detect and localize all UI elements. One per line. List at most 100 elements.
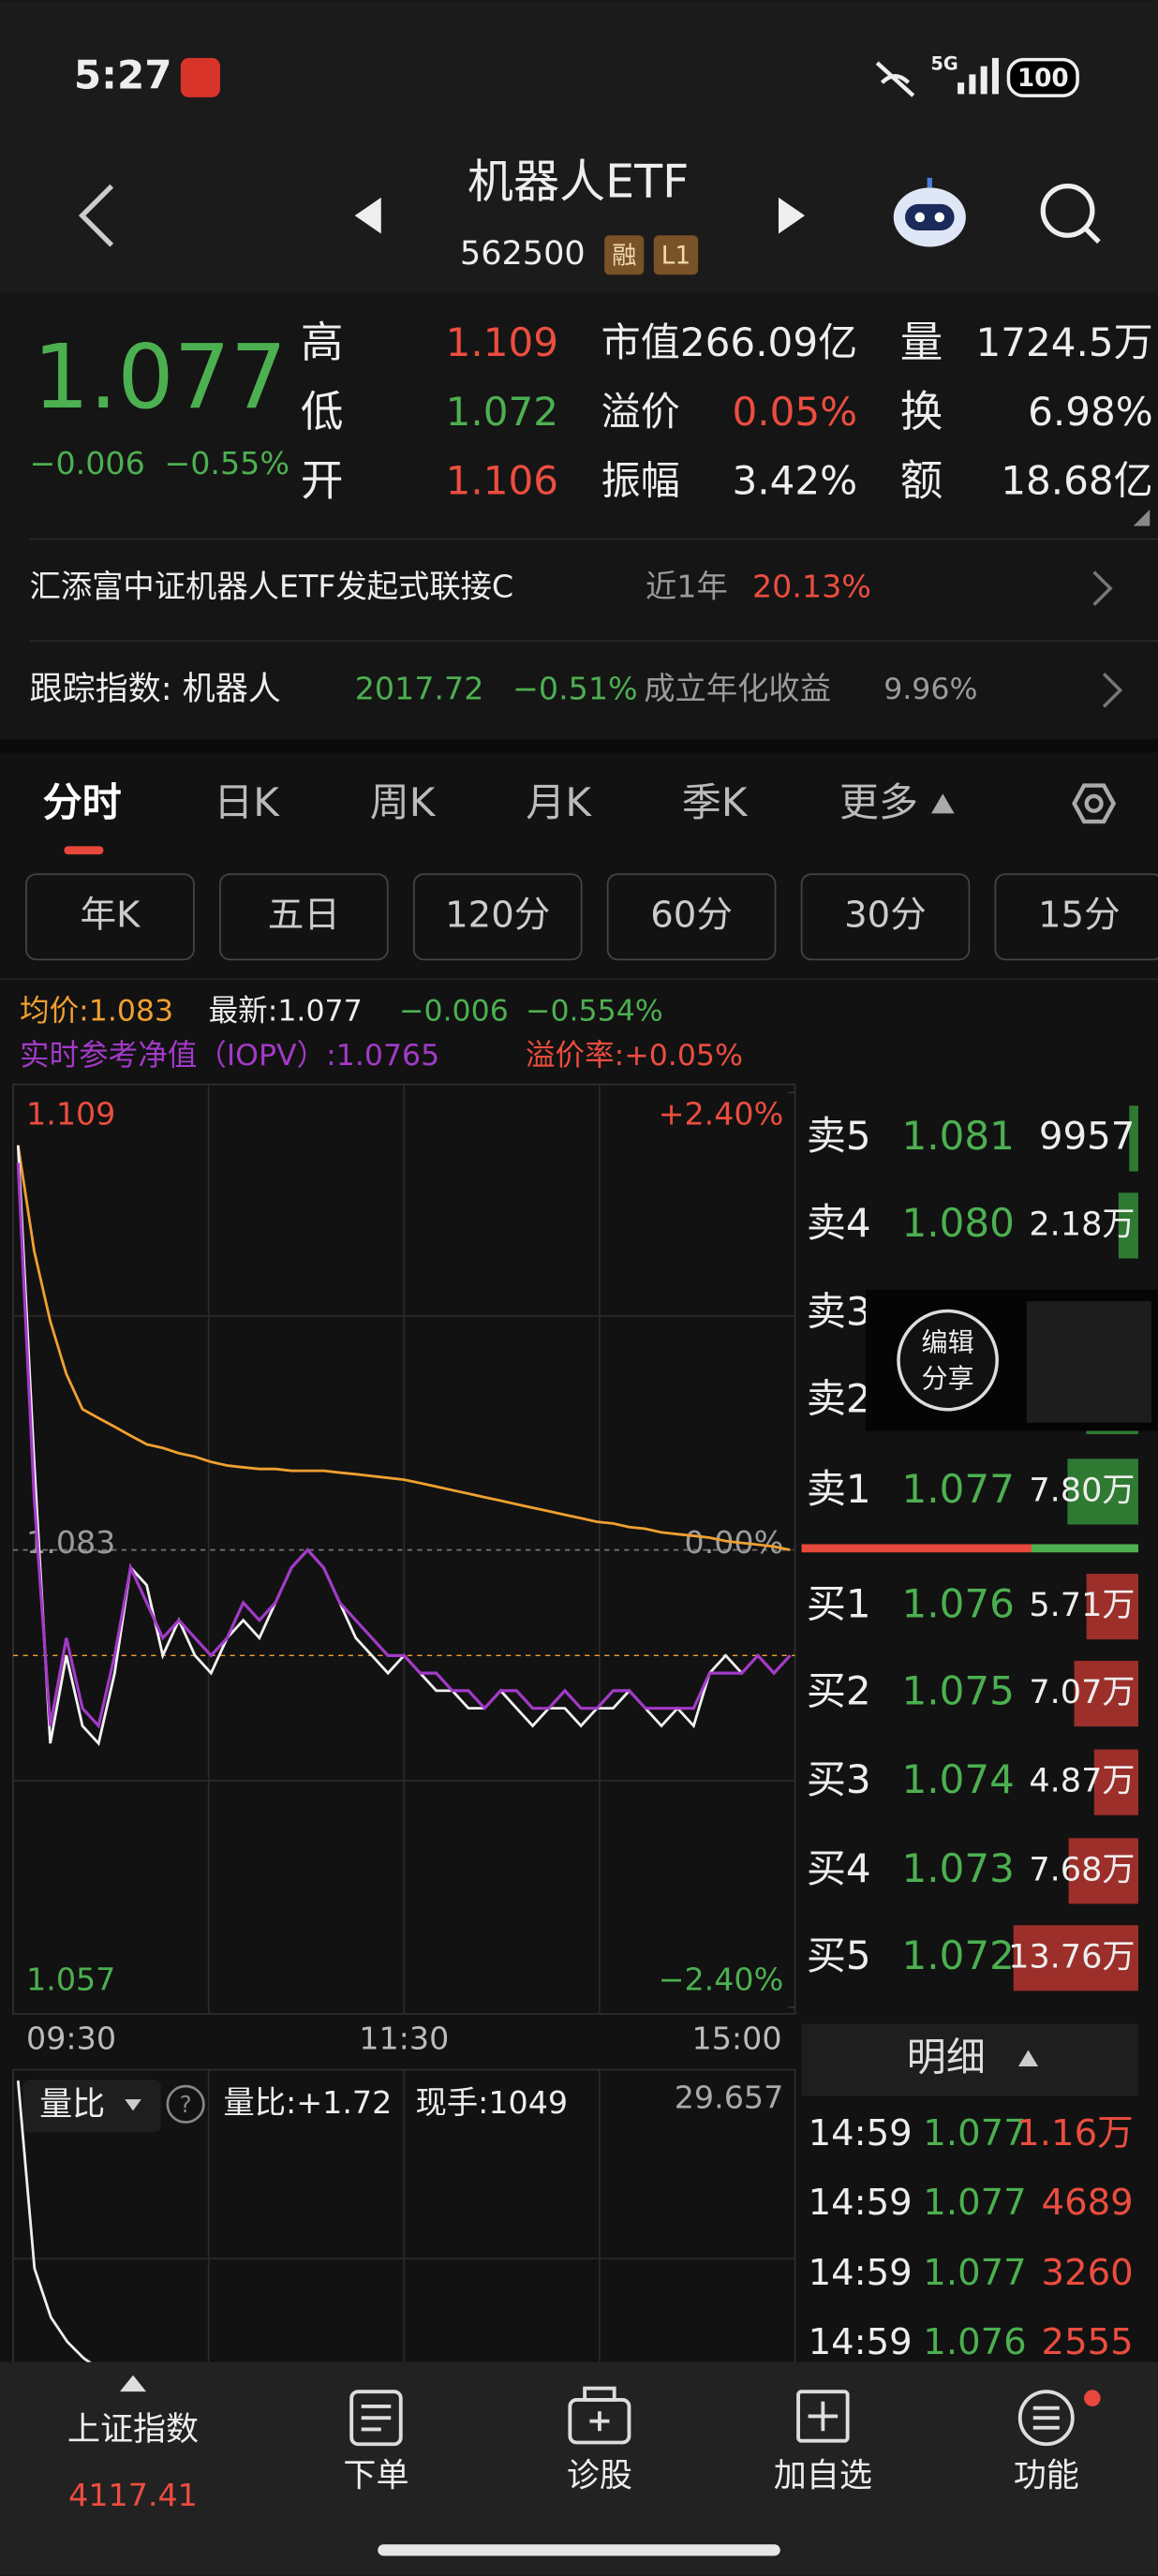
volume-bar [1013, 1925, 1138, 1991]
diagnose-icon[interactable] [568, 2386, 631, 2445]
tab[interactable]: 日K [214, 779, 280, 825]
tick-price: 1.076 [923, 2321, 1026, 2363]
nav-item[interactable]: 功能 [1014, 2456, 1079, 2495]
book-price: 1.075 [902, 1668, 1015, 1714]
tick-price: 1.077 [923, 2112, 1026, 2154]
stat-value: 266.09亿 [680, 319, 857, 365]
subtab[interactable]: 60分 [650, 894, 733, 936]
order-icon[interactable] [349, 2390, 403, 2447]
volume-selector[interactable]: 量比 [39, 2085, 105, 2124]
y2-tick-label: +2.40% [659, 1095, 784, 1132]
ticks-title[interactable]: 明细 [907, 2035, 986, 2080]
subtab-box[interactable] [25, 873, 195, 961]
code: 562500 [460, 234, 586, 273]
annual-return: 9.96% [883, 673, 977, 706]
book-price: 1.072 [902, 1932, 1015, 1978]
change-pct: −0.55% [164, 445, 290, 481]
book-label: 买4 [807, 1845, 871, 1891]
subtab[interactable]: 15分 [1038, 894, 1121, 936]
book-volume: 7.68万 [1029, 1850, 1135, 1888]
help-icon[interactable] [166, 2084, 205, 2124]
chevron[interactable] [1092, 570, 1113, 606]
fund-period: 近1年 [646, 569, 728, 605]
network: 5G [930, 52, 958, 74]
app-icon [180, 57, 220, 97]
x-tick-label: 15:00 [692, 2020, 782, 2056]
stat-label: 振幅 [601, 457, 680, 503]
dropdown-arrow [125, 2099, 141, 2111]
book-volume: 5.71万 [1029, 1586, 1135, 1624]
badge [604, 235, 645, 275]
stat-value: 1.106 [446, 457, 558, 503]
tab[interactable]: 分时 [43, 779, 122, 825]
search-button[interactable] [1040, 183, 1101, 244]
chevron[interactable] [1102, 673, 1123, 708]
assistant-icon[interactable] [893, 177, 966, 247]
legend-avg: 均价:1.083 [20, 994, 173, 1028]
index-name[interactable]: 上证指数 [67, 2410, 199, 2449]
tick-volume: 4689 [1042, 2182, 1134, 2224]
volume-bar [1129, 1105, 1138, 1172]
volume-bar [1074, 1660, 1138, 1727]
nav-item[interactable]: 加自选 [774, 2456, 872, 2495]
nav-item[interactable]: 诊股 [567, 2456, 632, 2495]
settings-button[interactable] [1072, 783, 1117, 824]
book-volume: 2.18万 [1029, 1205, 1135, 1243]
stat-label: 换 [900, 387, 943, 437]
mute-icon [875, 61, 915, 97]
stat-label: 溢价 [601, 389, 680, 435]
book-volume: 9957 [1039, 1114, 1136, 1158]
tick-time: 14:59 [809, 2112, 913, 2154]
legend-change-pct: −0.554% [526, 994, 663, 1028]
subtab[interactable]: 30分 [844, 894, 927, 936]
tracking-change: −0.51% [512, 670, 638, 706]
fund-return: 20.13% [752, 569, 871, 605]
tab[interactable]: 季K [682, 779, 749, 825]
book-price: 1.077 [902, 1466, 1015, 1512]
subtab[interactable]: 五日 [268, 894, 340, 936]
prev-button[interactable] [354, 197, 381, 234]
menu-icon[interactable] [1017, 2390, 1075, 2447]
book-price: 1.076 [902, 1581, 1015, 1627]
tracking-label[interactable]: 跟踪指数: 机器人 [30, 670, 281, 708]
index-arrow[interactable] [119, 2375, 147, 2392]
more-arrow [931, 793, 955, 814]
x-tick-label: 11:30 [359, 2020, 449, 2056]
x-tick-label: 09:30 [26, 2020, 116, 2056]
subtab-box[interactable] [606, 873, 777, 961]
watchlist-icon[interactable] [796, 2390, 850, 2443]
subtab-box[interactable] [994, 873, 1158, 961]
fund-name[interactable]: 汇添富中证机器人ETF发起式联接C [30, 569, 514, 605]
stat-value: 3.42% [733, 457, 858, 503]
book-volume: 13.76万 [1008, 1937, 1135, 1976]
stat-value: 6.98% [1028, 389, 1153, 435]
nav-item[interactable]: 下单 [343, 2456, 408, 2495]
subtab-box[interactable] [219, 873, 389, 961]
tab[interactable]: 周K [370, 779, 437, 825]
stat-value: 0.05% [733, 389, 858, 435]
subtab-box[interactable] [800, 873, 971, 961]
book-volume: 7.80万 [1029, 1471, 1135, 1509]
price: 1.077 [33, 326, 287, 429]
book-label: 卖2 [807, 1375, 871, 1421]
subtab[interactable]: 120分 [445, 894, 550, 936]
share-button[interactable] [897, 1309, 999, 1412]
badge-text: 融 [612, 242, 636, 270]
annual-label: 成立年化收益 [644, 670, 831, 706]
tab[interactable]: 月K [526, 779, 592, 825]
stat-value: 1.109 [446, 319, 558, 365]
back-button[interactable] [78, 184, 114, 247]
tab[interactable]: 更多 [839, 779, 918, 825]
volume-selector[interactable] [22, 2080, 161, 2133]
stat-value: 18.68亿 [1001, 457, 1152, 503]
help[interactable]: ? [180, 2091, 192, 2118]
tick-volume: 3260 [1042, 2252, 1134, 2294]
book-price: 1.081 [902, 1113, 1015, 1159]
subtab[interactable]: 年K [81, 894, 142, 936]
overlay-share: 分享 [922, 1363, 974, 1394]
tick-price: 1.077 [923, 2182, 1026, 2224]
subtab-box[interactable] [412, 873, 583, 961]
book-price: 1.074 [902, 1756, 1015, 1802]
next-button[interactable] [779, 197, 806, 234]
